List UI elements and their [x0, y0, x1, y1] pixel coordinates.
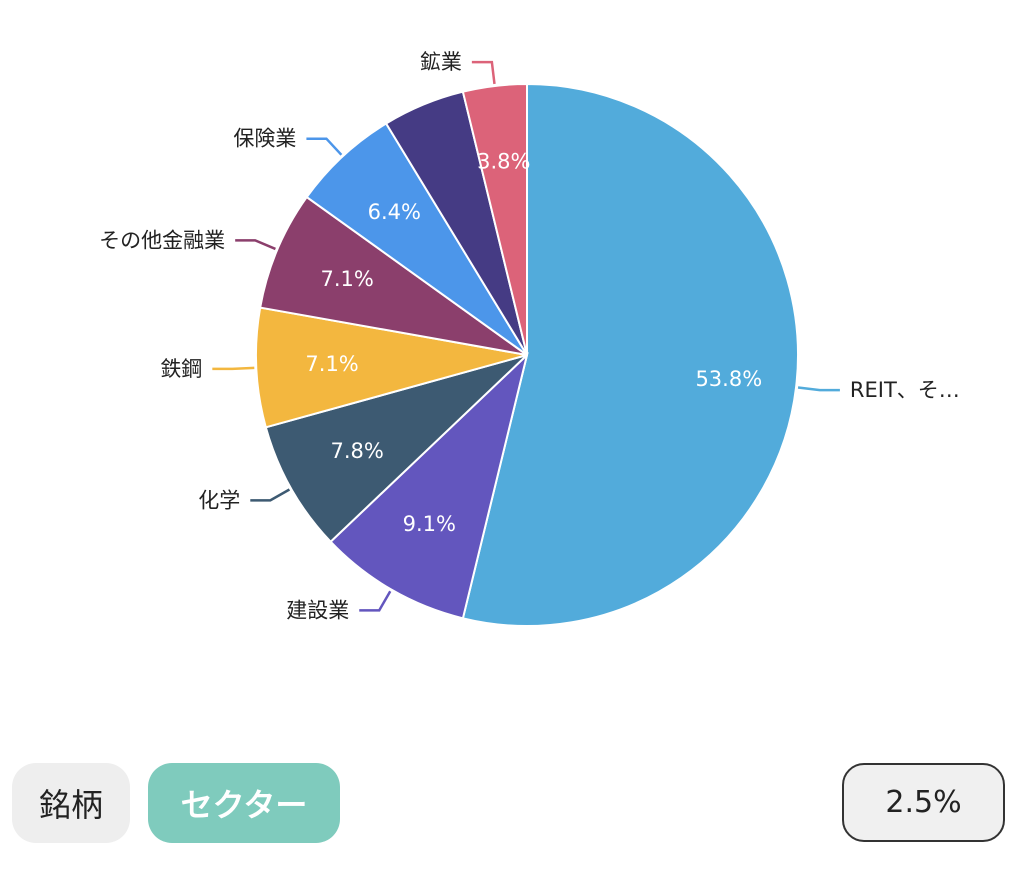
- pie-slice[interactable]: [329, 351, 529, 620]
- slice-leader-line: [306, 137, 343, 156]
- slice-leader-line: [250, 488, 291, 502]
- slice-leader-line: [797, 386, 840, 392]
- slice-leader-line: [471, 60, 496, 85]
- slice-category-label: REIT、そ…: [850, 378, 960, 402]
- slice-percent-label: 6.4%: [368, 200, 421, 224]
- sector-pie-chart: 53.8% REIT、そ… 9.1% 建設業 7.8% 化学 7.1% 鉄鋼 7.1% その他金融…: [99, 50, 960, 627]
- slice-category-label: 建設業: [286, 598, 349, 622]
- slice-percent-label: 7.1%: [305, 352, 358, 376]
- slice-percent-label: 53.8%: [695, 367, 762, 391]
- pie-slice[interactable]: [255, 306, 528, 429]
- slice-leader-line: [235, 239, 276, 251]
- slice-category-label: 保険業: [233, 127, 296, 151]
- slice-percent-label: 7.8%: [331, 439, 384, 463]
- slice-category-label: 鉱業: [420, 50, 462, 74]
- slice-percent-label: 3.8%: [477, 149, 530, 173]
- pie-slice[interactable]: [264, 354, 528, 544]
- tab-stocks[interactable]: 銘柄: [12, 763, 130, 843]
- slice-leader-line: [212, 366, 255, 371]
- yield-badge[interactable]: 2.5%: [842, 763, 1005, 842]
- slice-leader-line: [359, 590, 392, 612]
- slice-category-label: 化学: [198, 488, 240, 512]
- tab-sector[interactable]: セクター: [148, 763, 340, 843]
- pie-slice[interactable]: [461, 82, 799, 627]
- slice-category-label: その他金融業: [99, 228, 225, 252]
- pie-slice[interactable]: [461, 82, 528, 356]
- slice-category-label: 鉄鋼: [160, 357, 202, 381]
- slice-percent-label: 7.1%: [321, 267, 374, 291]
- slice-percent-label: 9.1%: [403, 512, 456, 536]
- pie-slice[interactable]: [259, 195, 528, 356]
